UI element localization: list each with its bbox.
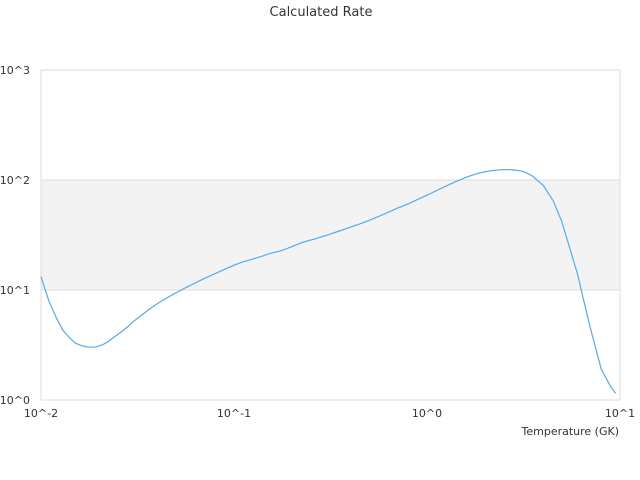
- y-tick-label: 10^1: [0, 284, 30, 297]
- chart-title: Calculated Rate: [270, 5, 373, 20]
- y-tick-label: 10^2: [0, 174, 30, 187]
- series-line: [40, 169, 617, 394]
- band-decade: [41, 180, 620, 290]
- y-tick-label: 10^3: [0, 64, 30, 77]
- x-tick-label: 10^1: [605, 407, 635, 420]
- plot-area: 10^0 10^1 10^2 10^3 10^-2 10^-1 10^0 10^1: [0, 64, 635, 420]
- x-tick-label: 10^0: [412, 407, 442, 420]
- x-tick-label: 10^-2: [24, 407, 58, 420]
- x-axis-label: Temperature (GK): [521, 425, 620, 438]
- y-tick-label: 10^0: [0, 394, 30, 407]
- x-tick-label: 10^-1: [217, 407, 251, 420]
